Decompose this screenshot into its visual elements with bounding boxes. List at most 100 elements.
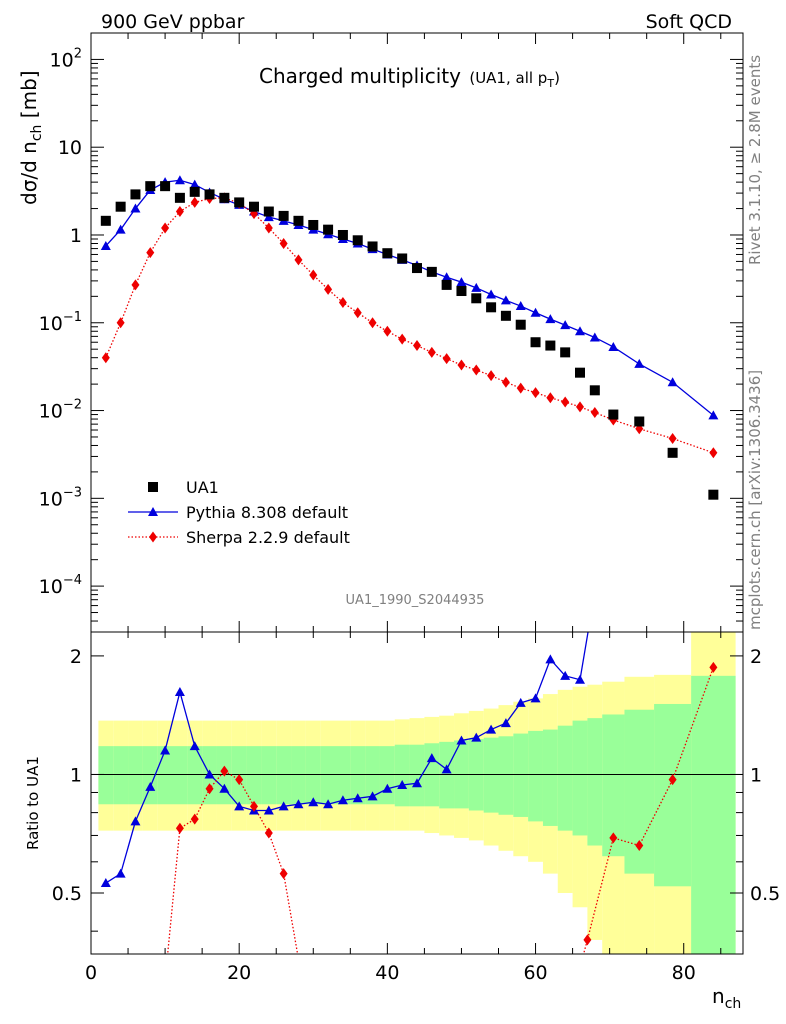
ratio-pythia-point xyxy=(352,793,363,803)
ua1-point xyxy=(708,489,719,500)
ratio-sherpa-line xyxy=(167,770,299,954)
sherpa-point xyxy=(161,222,170,234)
ratio-plot-frame xyxy=(90,631,744,955)
ua1-point xyxy=(486,302,497,313)
pythia-point xyxy=(515,301,526,311)
sherpa-point xyxy=(546,392,555,404)
ratio-band-inner xyxy=(542,729,558,826)
xlabel-sub: ch xyxy=(725,996,742,1012)
pythia-point xyxy=(189,179,200,189)
sherpa-point xyxy=(413,340,421,352)
sherpa-point xyxy=(531,387,540,399)
sherpa-point xyxy=(294,254,303,266)
sherpa-point xyxy=(324,283,333,295)
ratio-y-tick-label-right: 0.5 xyxy=(750,883,780,905)
sherpa-point xyxy=(561,396,570,408)
ua1-point xyxy=(426,266,437,277)
analysis-id: UA1_1990_S2044935 xyxy=(346,593,485,608)
ratio-pythia-point xyxy=(441,764,452,774)
pythia-point xyxy=(263,212,274,222)
ua1-point xyxy=(160,181,171,192)
ratio-sherpa-point xyxy=(264,827,273,839)
sherpa-point xyxy=(590,406,599,418)
ratio-band-inner xyxy=(691,675,736,954)
ratio-pythia-point xyxy=(130,816,141,826)
ratio-pythia-point xyxy=(293,799,304,809)
x-axis-label: nch xyxy=(712,984,741,1012)
ratio-sherpa-point xyxy=(709,661,718,673)
header-right: Soft QCD xyxy=(646,11,732,33)
ratio-band-inner xyxy=(128,746,143,805)
sherpa-line xyxy=(105,197,714,454)
sherpa-point xyxy=(353,307,362,319)
sherpa-point xyxy=(146,247,155,259)
ratio-band-inner xyxy=(335,746,351,805)
ratio-band-inner xyxy=(276,746,292,805)
ua1-point xyxy=(204,189,215,200)
legend: UA1 Pythia 8.308 default Sherpa 2.2.9 defa… xyxy=(128,478,350,547)
ratio-y-tick-label: 1 xyxy=(70,764,82,786)
y-tick-label: 10−1 xyxy=(39,310,82,335)
ratio-pythia-point xyxy=(412,778,422,788)
ua1-point xyxy=(293,215,304,226)
pythia-point xyxy=(441,272,452,282)
ua1-point xyxy=(278,210,289,221)
mcplots-label: mcplots.cern.ch [arXiv:1306.3436] xyxy=(746,370,764,630)
ratio-pythia-point xyxy=(382,783,393,793)
ratio-y-tick-label: 2 xyxy=(70,646,82,668)
ratio-pythia-point xyxy=(337,795,348,805)
sherpa-point xyxy=(338,297,347,309)
ua1-point xyxy=(412,263,422,274)
ua1-point xyxy=(634,416,645,427)
pythia-point xyxy=(100,240,111,250)
pythia-point xyxy=(575,326,585,336)
ratio-pythia-point xyxy=(145,781,156,791)
ua1-point xyxy=(575,367,585,378)
ua1-point xyxy=(589,385,600,396)
ua1-point xyxy=(471,293,482,304)
x-tick-label: 20 xyxy=(227,962,251,984)
x-tick-label: 40 xyxy=(375,962,399,984)
sherpa-point xyxy=(668,433,677,445)
ratio-sherpa-line xyxy=(582,667,714,954)
ratio-pythia-point xyxy=(575,674,585,684)
ua1-point xyxy=(308,219,319,230)
ratio-band-inner xyxy=(528,730,543,822)
ratio-pythia-point xyxy=(426,753,437,763)
ratio-pythia-point xyxy=(456,735,467,745)
y-tick-label: 10 xyxy=(58,137,82,159)
main-y-axis-label: dσ/d nch [mb] xyxy=(17,70,45,205)
ua1-point xyxy=(500,310,511,321)
pythia-point xyxy=(667,377,678,387)
ratio-pythia-point xyxy=(115,868,126,878)
ratio-pythia-point xyxy=(219,783,230,793)
chart-title-end: ) xyxy=(554,69,560,87)
sherpa-point xyxy=(383,325,392,337)
ratio-band-inner xyxy=(187,746,203,805)
chart-title-extra: (UA1, all p xyxy=(469,69,547,87)
ratio-band-inner xyxy=(513,733,529,817)
pythia-point xyxy=(500,295,511,305)
ua1-point xyxy=(545,340,556,351)
ua1-point xyxy=(323,224,334,235)
pythia-point xyxy=(115,224,126,234)
sherpa-point xyxy=(576,401,584,413)
ratio-band-inner xyxy=(439,741,455,809)
ratio-band-inner xyxy=(587,718,603,846)
ratio-pythia-point xyxy=(234,801,245,811)
ua1-point xyxy=(234,197,245,208)
y-tick-label: 10−2 xyxy=(39,398,82,423)
sherpa-point xyxy=(516,382,525,394)
ua1-point xyxy=(352,235,363,246)
ratio-sherpa-point xyxy=(279,868,288,880)
pythia-point xyxy=(471,282,482,292)
ua1-point xyxy=(130,189,141,200)
ua1-point xyxy=(219,192,230,203)
ratio-pythia-point xyxy=(486,724,497,734)
ua1-point xyxy=(560,347,571,358)
ratio-pythia-point xyxy=(560,670,571,680)
ratio-pythia-point xyxy=(278,801,289,811)
legend-pythia-marker xyxy=(148,507,158,516)
ua1-point xyxy=(397,253,408,264)
